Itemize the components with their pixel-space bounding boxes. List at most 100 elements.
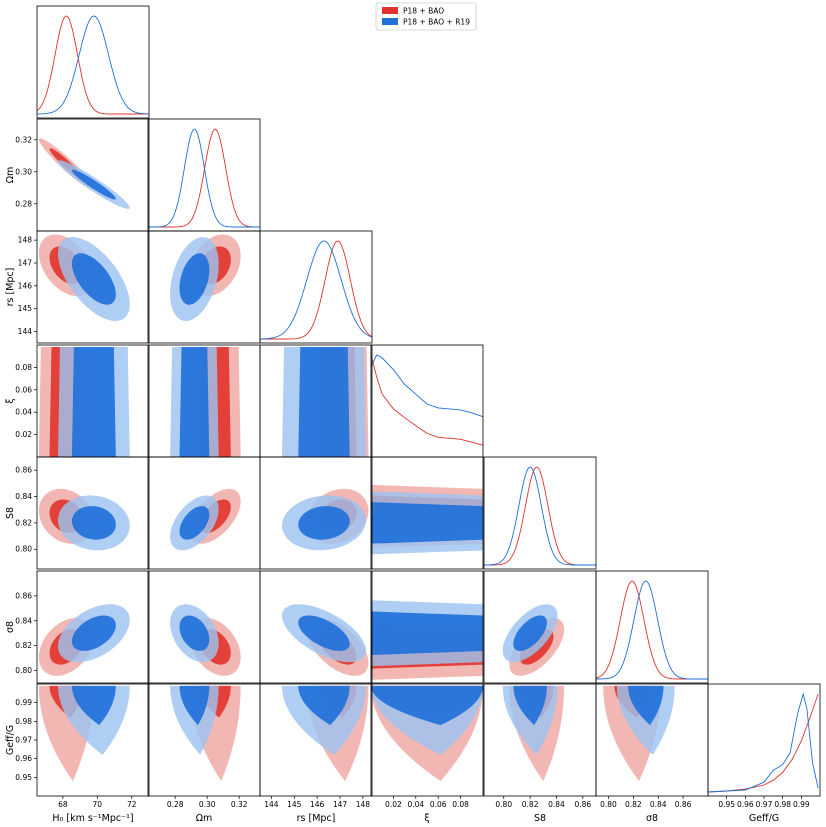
contour-inner-Om-xi-r19 xyxy=(179,347,210,457)
marginal-curve-sigma8-p18 xyxy=(595,580,708,680)
panel-frame-sigma8-sigma8 xyxy=(595,570,709,684)
panel-frame-rs-rs xyxy=(259,230,373,344)
panel-frame-Om-Om xyxy=(147,118,261,232)
legend-swatch-p18 xyxy=(382,7,398,14)
x-axis-label-H0: H₀ [km s⁻¹Mpc⁻¹] xyxy=(52,813,133,824)
panel-frame-H0-H0 xyxy=(36,5,150,119)
x-tick-label-rs-2: 146 xyxy=(310,800,325,809)
y-axis-label-rs: rs [Mpc] xyxy=(5,268,16,307)
x-axis-label-rs: rs [Mpc] xyxy=(297,813,336,824)
marginal-curve-H0-p18 xyxy=(36,15,149,115)
y-tick-label-Geff-2: 0.97 xyxy=(15,736,32,745)
marginal-curve-S8-p18 xyxy=(484,466,596,566)
x-tick-label-rs-0: 144 xyxy=(264,800,279,809)
y-tick-label-S8-0: 0.80 xyxy=(15,545,32,554)
contour-inner-rs-sigma8-r19 xyxy=(298,615,350,651)
contour-inner-xi-Geff-r19 xyxy=(371,685,483,726)
y-tick-label-sigma8-2: 0.84 xyxy=(15,616,32,625)
label-layer: 68 70 72 0.28 0.30 0.32 144 145 146 147 148 0.02 0.0… xyxy=(5,135,810,824)
marginal-curve-Geff-r19 xyxy=(707,692,819,793)
x-tick-label-rs-3: 147 xyxy=(333,800,348,809)
x-tick-label-xi-0: 0.02 xyxy=(385,800,402,809)
y-tick-label-Geff-1: 0.96 xyxy=(15,754,32,763)
y-axis-label-Om: Ωm xyxy=(5,167,16,184)
y-tick-label-Om-0: 0.28 xyxy=(15,199,32,208)
x-tick-label-Geff-2: 0.97 xyxy=(756,800,773,809)
panel-frame-rs-S8 xyxy=(259,456,373,570)
contour-inner-H0-S8-r19 xyxy=(71,506,116,540)
contour-inner-Om-sigma8-r19 xyxy=(179,615,210,651)
panel-frame-rs-Geff xyxy=(259,683,373,797)
y-tick-label-sigma8-1: 0.82 xyxy=(15,641,32,650)
contour-inner-H0-sigma8-r19 xyxy=(71,615,116,651)
x-tick-label-xi-3: 0.08 xyxy=(452,800,469,809)
x-tick-label-sigma8-3: 0.86 xyxy=(675,800,692,809)
contour-inner-H0-rs-r19 xyxy=(71,253,116,305)
y-tick-label-sigma8-0: 0.80 xyxy=(15,666,32,675)
panel-frame-xi-Geff xyxy=(370,683,484,797)
y-tick-label-rs-1: 145 xyxy=(18,304,33,313)
x-axis-label-Om: Ωm xyxy=(196,813,213,824)
contour-inner-xi-sigma8-r19 xyxy=(371,611,483,655)
marginal-curve-H0-r19 xyxy=(37,15,149,115)
y-tick-label-Om-2: 0.32 xyxy=(15,135,32,144)
y-tick-label-xi-2: 0.06 xyxy=(15,385,32,394)
x-tick-label-xi-1: 0.04 xyxy=(407,800,424,809)
contour-inner-Om-S8-r19 xyxy=(179,506,210,540)
x-axis-label-sigma8: σ8 xyxy=(646,813,658,824)
x-tick-label-Geff-0: 0.95 xyxy=(718,800,735,809)
contour-inner-rs-xi-r19 xyxy=(298,347,350,457)
x-tick-label-sigma8-2: 0.84 xyxy=(650,800,667,809)
x-tick-label-xi-2: 0.06 xyxy=(430,800,447,809)
y-tick-label-xi-1: 0.04 xyxy=(15,408,32,417)
x-tick-label-rs-1: 145 xyxy=(287,800,302,809)
x-axis-label-Geff: Geff/G xyxy=(749,813,779,824)
y-tick-label-sigma8-3: 0.86 xyxy=(15,591,32,600)
legend-frame xyxy=(375,2,477,31)
panel-frame-H0-S8 xyxy=(36,456,150,570)
marginal-curve-xi-p18 xyxy=(370,354,484,446)
x-tick-label-Om-0: 0.28 xyxy=(167,800,184,809)
x-axis-label-xi: ξ xyxy=(424,813,429,824)
y-tick-label-S8-1: 0.82 xyxy=(15,518,32,527)
panel-frame-S8-S8 xyxy=(483,456,597,570)
contour-inner-S8-sigma8-r19 xyxy=(513,615,547,651)
y-tick-label-rs-2: 146 xyxy=(18,281,33,290)
marginal-curve-Om-r19 xyxy=(148,128,260,228)
contour-inner-Om-Geff-r19 xyxy=(179,685,210,726)
marginal-curve-rs-r19 xyxy=(260,240,373,340)
x-tick-label-sigma8-1: 0.82 xyxy=(625,800,642,809)
panel-frame-H0-Om xyxy=(36,118,150,232)
panel-frame-layer xyxy=(34,5,821,799)
y-axis-label-xi: ξ xyxy=(5,398,16,403)
y-tick-label-S8-2: 0.84 xyxy=(15,492,32,501)
y-tick-label-S8-3: 0.86 xyxy=(15,466,32,475)
y-tick-label-Geff-4: 0.99 xyxy=(15,698,32,707)
contour-inner-xi-S8-r19 xyxy=(371,502,483,544)
legend-label-r19: P18 + BAO + R19 xyxy=(403,18,470,27)
x-tick-label-H0-0: 68 xyxy=(58,800,68,809)
y-tick-label-Geff-3: 0.98 xyxy=(15,717,32,726)
x-tick-label-H0-2: 72 xyxy=(127,800,137,809)
panel-frame-rs-sigma8 xyxy=(259,570,373,684)
marginal-curve-rs-p18 xyxy=(260,240,373,340)
marginal-curve-Geff-p18 xyxy=(707,693,819,793)
y-tick-label-rs-0: 144 xyxy=(18,327,33,336)
contour-inner-sigma8-Geff-r19 xyxy=(628,685,664,726)
x-tick-label-Om-2: 0.32 xyxy=(231,800,248,809)
panel-frame-Geff-Geff xyxy=(707,683,821,797)
y-axis-label-sigma8: σ8 xyxy=(5,621,16,633)
x-axis-label-S8: S8 xyxy=(534,813,546,824)
y-tick-label-xi-0: 0.02 xyxy=(15,430,32,439)
legend-swatch-r19 xyxy=(382,18,398,25)
x-tick-label-S8-1: 0.82 xyxy=(522,800,539,809)
x-tick-label-rs-4: 148 xyxy=(356,800,371,809)
contour-layer xyxy=(38,138,675,782)
x-tick-label-S8-2: 0.84 xyxy=(548,800,565,809)
legend-label-p18: P18 + BAO xyxy=(403,7,444,16)
y-tick-label-Geff-0: 0.95 xyxy=(15,773,32,782)
y-axis-label-S8: S8 xyxy=(5,507,16,519)
y-tick-label-rs-3: 147 xyxy=(18,259,33,268)
x-tick-label-S8-0: 0.80 xyxy=(495,800,512,809)
contour-inner-Om-rs-r19 xyxy=(179,253,210,305)
